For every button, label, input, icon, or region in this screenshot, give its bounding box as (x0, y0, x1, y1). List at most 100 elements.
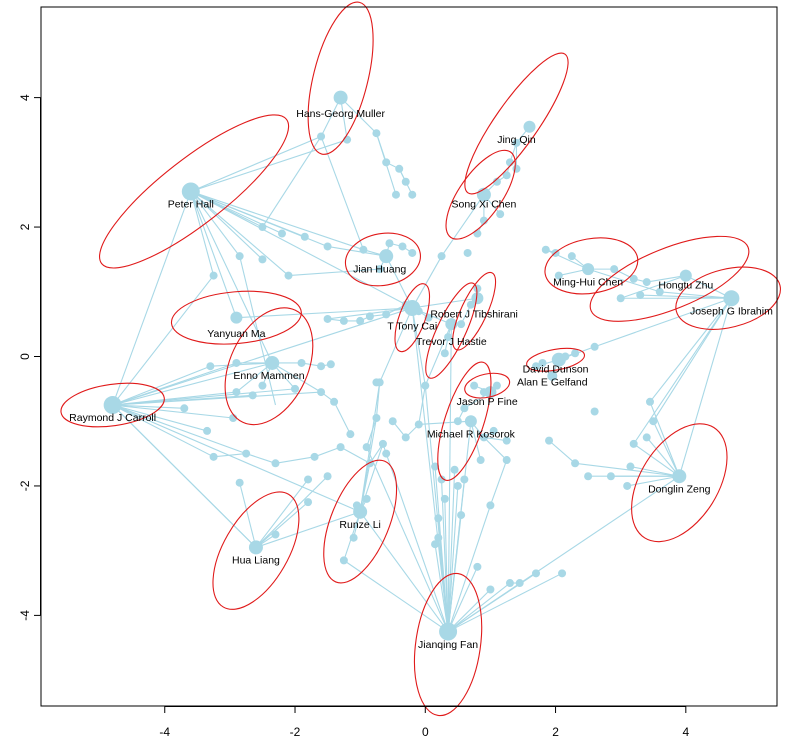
edge-10 (261, 136, 322, 228)
edge-117 (112, 365, 211, 406)
author-node-hongtu-zhu (679, 269, 692, 282)
ellipse-enno-mammen (224, 307, 314, 426)
edge-60 (652, 297, 732, 422)
author-node-raymond-j-carroll (103, 396, 122, 415)
node-point (486, 501, 495, 510)
edge-59 (649, 297, 732, 403)
node-point (473, 229, 482, 238)
edge-31 (190, 191, 237, 318)
edge-52 (646, 275, 686, 283)
ellipse-hongtu-zhu (589, 235, 750, 322)
node-point (388, 417, 397, 426)
x-tick-label: 2 (552, 725, 559, 739)
node-point (453, 481, 462, 490)
node-point (434, 533, 443, 542)
node-point (502, 171, 511, 180)
author-label-jing-qin: Jing Qin (497, 134, 536, 146)
y-tick-label: -4 (18, 610, 32, 621)
node-point (408, 190, 417, 199)
node-point (460, 475, 469, 484)
node-point (492, 381, 501, 390)
node-point (590, 407, 599, 416)
edge-140 (633, 443, 680, 477)
node-point (339, 316, 348, 325)
node-point (421, 381, 430, 390)
node-point (330, 397, 339, 406)
edge-163 (444, 498, 449, 632)
node-point (284, 271, 293, 280)
node-point (339, 556, 348, 565)
edge-181 (275, 456, 315, 464)
node-point (606, 472, 615, 481)
node-point (385, 239, 394, 248)
node-point (512, 164, 521, 173)
edge-126 (489, 459, 508, 506)
edge-187 (366, 417, 377, 448)
edge-36 (288, 268, 380, 277)
node-point (235, 478, 244, 487)
node-point (571, 459, 580, 468)
ellipse-jianqing-fan (413, 572, 483, 717)
edge-22 (411, 255, 443, 309)
author-node-yanyuan-ma (230, 311, 243, 324)
edge-55 (659, 291, 732, 299)
edge-136 (630, 465, 680, 477)
author-node-joseph-g-ibrahim (723, 290, 740, 307)
edge-129 (418, 420, 471, 426)
edge-141 (649, 401, 680, 477)
author-node-robert-j-tibshirani (471, 292, 484, 305)
edge-125 (483, 437, 508, 461)
edge-8 (190, 135, 322, 192)
edge-97 (210, 362, 273, 367)
edge-133 (548, 440, 576, 464)
author-node-peter-hall (181, 182, 200, 201)
node-point (291, 384, 300, 393)
node-point (304, 498, 313, 507)
node-point (636, 291, 645, 300)
ellipses-layer (60, 1, 781, 717)
node-point (492, 177, 501, 186)
author-node-runze-li (353, 504, 368, 519)
edge-156 (255, 479, 309, 548)
node-point (489, 426, 498, 435)
author-node-enno-mammen (265, 355, 280, 370)
edge-186 (375, 382, 381, 419)
edge-21 (441, 194, 485, 257)
author-label-yanyuan-ma: Yanyuan Ma (207, 328, 265, 340)
edge-139 (646, 437, 680, 477)
node-point (382, 158, 391, 167)
author-label-trevor-j-hastie: Trevor J Hastie (416, 336, 487, 348)
node-point (304, 475, 313, 484)
author-label-ming-hui-chen: Ming-Hui Chen (553, 276, 623, 288)
author-label-raymond-j-carroll: Raymond J Carroll (69, 412, 156, 424)
author-label-michael-r-kosorok: Michael R Kosorok (427, 428, 516, 440)
node-point (502, 456, 511, 465)
node-point (209, 271, 218, 280)
node-point (437, 475, 446, 484)
author-label-jianqing-fan: Jianqing Fan (418, 639, 478, 651)
author-node-michael-r-kosorok (464, 415, 477, 428)
x-tick-label: 0 (422, 725, 429, 739)
edge-177 (366, 446, 449, 632)
node-point (463, 248, 472, 257)
node-point (258, 255, 267, 264)
edge-27 (190, 191, 289, 277)
edge-107 (112, 404, 185, 409)
node-point (382, 310, 391, 319)
author-label-joseph-g-ibrahim: Joseph G Ibrahim (690, 305, 773, 317)
author-label-peter-hall: Peter Hall (168, 199, 214, 211)
node-point (457, 320, 466, 329)
edge-0 (320, 97, 342, 137)
node-point (395, 164, 404, 173)
author-node-jing-qin (523, 120, 536, 133)
node-point (203, 426, 212, 435)
node-point (391, 190, 400, 199)
x-tick-label: -2 (290, 725, 301, 739)
node-point (649, 417, 658, 426)
edge-168 (447, 479, 465, 632)
node-point (554, 271, 563, 280)
edge-57 (587, 268, 660, 293)
x-axis: -4 -2 0 2 4 (159, 706, 689, 739)
edge-108 (112, 404, 208, 432)
node-point (466, 300, 475, 309)
